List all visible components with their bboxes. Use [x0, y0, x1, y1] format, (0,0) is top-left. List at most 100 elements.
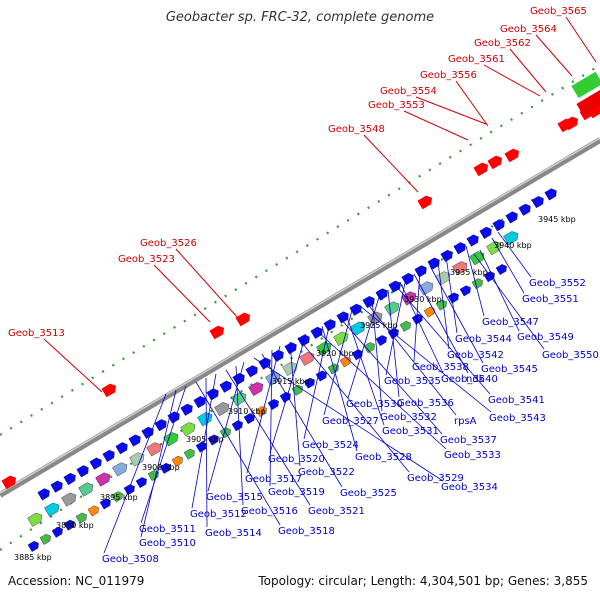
- gene-label-reverse: Geob_3516: [241, 506, 298, 517]
- gene-label-reverse: Geob_3537: [440, 435, 497, 446]
- gene-label-reverse: Geob_3532: [380, 412, 437, 423]
- gene-label-reverse: Geob_3550: [542, 350, 599, 361]
- scale-label: 3900 kbp: [142, 463, 180, 472]
- reverse-gene: [154, 419, 167, 432]
- label-leaders: [43, 16, 597, 554]
- reverse-gene: [102, 449, 115, 462]
- gene-label-reverse: Geob_3533: [444, 450, 501, 461]
- colored-gene: [95, 472, 111, 487]
- reverse-gene: [505, 211, 518, 224]
- gene-label-reverse: Geob_3543: [489, 413, 546, 424]
- gene-label-reverse: Geob_3547: [482, 317, 539, 328]
- colored-gene: [44, 502, 60, 517]
- colored-gene: [299, 351, 315, 366]
- gene-label-reverse: Geob_3544: [455, 334, 512, 345]
- accession-label: Accession: NC_011979: [8, 574, 145, 588]
- colored-gene: [129, 452, 145, 467]
- reverse-gene: [115, 442, 128, 455]
- gene-tracks: [1, 71, 600, 552]
- gene-label-reverse: Geob_3522: [298, 467, 355, 478]
- gene-track-3: [303, 377, 315, 389]
- gene-track-3: [459, 285, 471, 297]
- forward-gene: [235, 312, 251, 327]
- reverse-gene: [440, 249, 453, 262]
- reverse-gene: [323, 319, 336, 332]
- reverse-gene: [310, 326, 323, 339]
- scale-label: 3940 kbp: [494, 241, 532, 250]
- reverse-gene: [219, 380, 232, 393]
- colored-gene: [248, 382, 264, 397]
- scale-label: 3910 kbp: [228, 407, 266, 416]
- gene-track-3: [327, 363, 339, 375]
- colored-gene: [27, 512, 43, 527]
- gene-track-3: [363, 342, 375, 354]
- gene-track-3: [351, 349, 363, 361]
- gene-label-reverse: Geob_3514: [205, 528, 262, 539]
- reverse-gene: [63, 472, 76, 486]
- gene-label-reverse: Geob_3510: [139, 538, 196, 549]
- reverse-gene: [245, 365, 258, 378]
- colored-gene: [78, 482, 94, 497]
- gene-label-reverse: Geob_3538: [412, 362, 469, 373]
- gene-track-3: [411, 313, 423, 325]
- forward-gene: [473, 162, 489, 177]
- reverse-gene: [531, 196, 544, 209]
- gene-track-3: [75, 512, 87, 524]
- gene-track-3: [471, 278, 483, 290]
- forward-gene: [417, 195, 433, 210]
- gene-label-reverse: Geob_3517: [245, 474, 302, 485]
- scale-labels: 3885 kbp 3890 kbp 3895 kbp 3900 kbp 3905 kbp…: [14, 215, 576, 562]
- gene-label-forward: Geob_3564: [500, 24, 557, 35]
- gene-label-forward: Geob_3556: [420, 70, 477, 81]
- gene-label-reverse: Geob_3508: [102, 554, 159, 565]
- gene-track-3: [231, 420, 243, 432]
- colored-gene: [486, 241, 502, 256]
- gene-track-3: [51, 526, 63, 538]
- colored-gene: [146, 442, 162, 457]
- gene-label-reverse: Geob_3511: [139, 524, 196, 535]
- gene-label-reverse: Geob_3549: [517, 332, 574, 343]
- gene-track-3: [375, 335, 387, 346]
- genome-backbone-highlight: [0, 137, 600, 494]
- gene-track-3: [447, 292, 459, 304]
- colored-gene: [401, 291, 417, 306]
- gene-label-forward: Geob_3513: [8, 328, 65, 339]
- topology-label: Topology: circular; Length: 4,304,501 bp…: [258, 574, 588, 588]
- gene-labels: Geob_3513 Geob_3523 Geob_3526 Geob_3548 Geob…: [8, 6, 599, 565]
- gene-track-3: [243, 413, 255, 425]
- gene-track-3: [399, 320, 411, 332]
- genome-backbone: [0, 137, 600, 498]
- gene-label-reverse: Geob_3551: [522, 294, 579, 305]
- gene-label-reverse: Geob_3541: [488, 395, 545, 406]
- reverse-gene: [362, 296, 375, 309]
- gene-label-reverse: Geob_3512: [190, 509, 247, 520]
- gene-label-reverse: Geob_3525: [340, 488, 397, 499]
- gene-track-3: [63, 519, 75, 531]
- colored-gene: [112, 462, 128, 477]
- reverse-gene: [336, 311, 349, 324]
- forward-gene: [1, 475, 17, 490]
- gene-label-forward: Geob_3561: [448, 54, 505, 65]
- reverse-gene: [297, 334, 310, 347]
- gene-label-reverse: Geob_3535: [384, 376, 441, 387]
- gene-track-3: [207, 434, 219, 446]
- colored-gene: [333, 331, 349, 346]
- reverse-gene: [492, 219, 505, 232]
- gene-label-forward: Geob_3562: [474, 38, 531, 49]
- scale-label: 3925 kbp: [360, 321, 398, 330]
- scale-label: 3920 kbp: [316, 349, 354, 358]
- colored-gene: [350, 321, 366, 336]
- reverse-gene: [375, 288, 388, 301]
- reverse-gene: [50, 480, 63, 493]
- colored-gene: [282, 361, 298, 376]
- scale-label: 3915 kbp: [272, 377, 310, 386]
- reverse-gene: [141, 426, 154, 439]
- gene-track-3: [159, 462, 171, 474]
- forward-gene: [209, 325, 225, 340]
- gene-label-reverse: Geob_3528: [355, 452, 412, 463]
- gene-label-reverse: Geob_3542: [447, 350, 504, 361]
- reverse-gene: [128, 434, 141, 447]
- reverse-gene: [89, 457, 102, 470]
- gene-label-reverse: Geob_3529: [407, 473, 464, 484]
